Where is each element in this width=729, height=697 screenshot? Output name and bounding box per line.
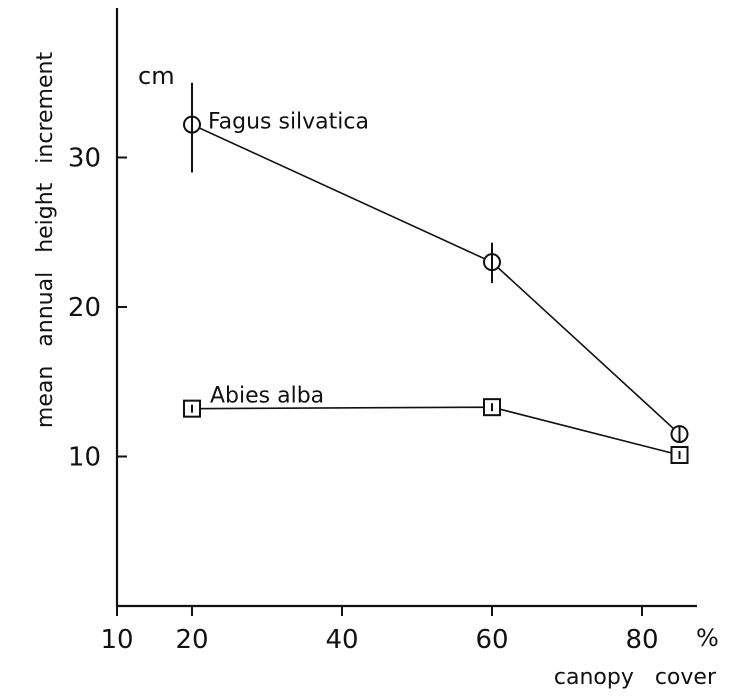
y-tick-label: 20 <box>68 293 101 323</box>
series-line <box>191 406 680 456</box>
x-tick-label: 40 <box>325 625 358 655</box>
series-label: Abies alba <box>210 384 324 409</box>
x-tick-label: 60 <box>475 625 508 655</box>
x-unit-label: % <box>696 624 719 652</box>
y-ticks: 10 20 30 <box>68 144 127 473</box>
series-label: Fagus silvatica <box>208 110 369 135</box>
y-tick-label: 30 <box>68 144 101 174</box>
series-abies-alba: Abies alba <box>183 384 689 465</box>
y-axis-title: mean annual height increment <box>33 52 58 429</box>
series-fagus-silvatica: Fagus silvatica <box>183 82 689 444</box>
y-tick-label: 10 <box>68 443 101 473</box>
x-ticks: 10 20 40 60 80 <box>100 606 659 655</box>
y-unit-label: cm <box>138 62 175 90</box>
x-tick-label: 80 <box>625 625 658 655</box>
axes <box>115 8 697 608</box>
x-axis-title: canopy cover <box>554 665 717 690</box>
x-tick-label: 10 <box>100 625 133 655</box>
x-tick-label: 20 <box>175 625 208 655</box>
series-layer: Fagus silvatica Abies alba <box>183 82 689 465</box>
